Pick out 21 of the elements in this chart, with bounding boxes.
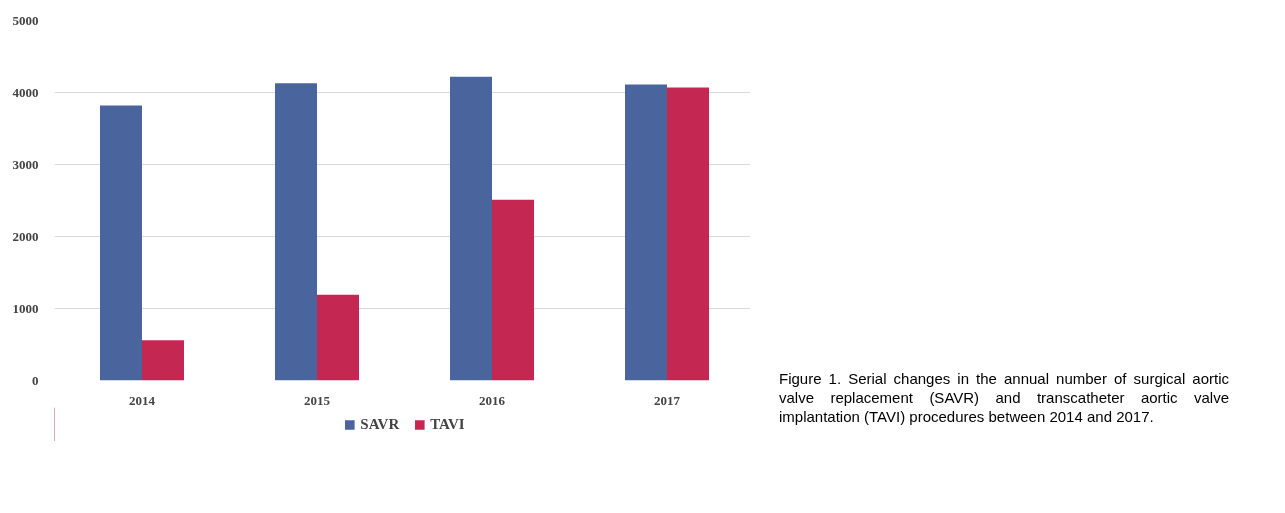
bar <box>275 83 317 381</box>
bar <box>100 105 142 381</box>
y-tick-label: 2000 <box>12 228 39 244</box>
y-tick-label: 3000 <box>12 156 39 172</box>
bar <box>317 294 359 381</box>
legend-label: TAVI <box>430 415 465 433</box>
y-tick-label: 5000 <box>12 12 39 28</box>
x-tick-label: 2014 <box>129 392 156 408</box>
x-tick-label: 2017 <box>654 392 681 408</box>
bar <box>450 76 492 381</box>
x-tick-label: 2015 <box>304 392 331 408</box>
bar <box>625 84 667 381</box>
x-tick-label: 2016 <box>479 392 506 408</box>
legend-label: SAVR <box>360 415 400 433</box>
caption: Figure 1. Serial changes in the annual number of surgical aortic valve replacement (SAVR) and transcatheter aortic valve implantation (TAVI) procedures between 2014 and 2017. <box>779 370 1229 427</box>
y-tick-label: 4000 <box>12 84 39 100</box>
y-tick-label: 0 <box>32 372 39 388</box>
bar <box>142 340 184 381</box>
y-tick-label: 1000 <box>12 300 39 316</box>
bar <box>667 87 709 381</box>
bar <box>492 199 534 381</box>
